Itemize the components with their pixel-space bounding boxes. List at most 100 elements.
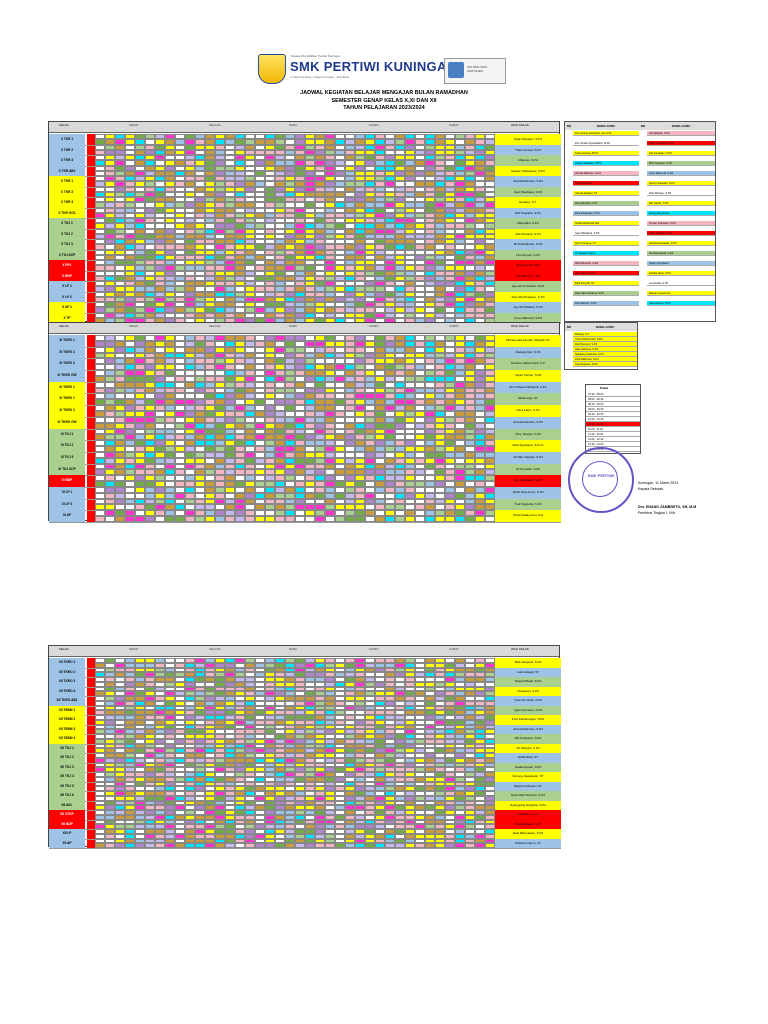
schedule-cells — [95, 291, 495, 302]
period-bottom-cell — [245, 843, 255, 848]
period-top-cell — [155, 144, 165, 150]
schedule-cells — [95, 270, 495, 281]
period-top-cell — [355, 155, 365, 161]
class-name-cell: XII TBSM 3 — [49, 724, 85, 734]
period-bottom-cell — [175, 139, 185, 145]
teacher-row-right: Budi Setiyanti, S.Pd — [647, 161, 715, 166]
period-bottom-cell — [205, 160, 215, 166]
header-day-jumat: JUMAT — [449, 324, 459, 328]
header-day-kamis: KAMIS — [369, 324, 379, 328]
schedule-cells — [95, 734, 495, 744]
period-bottom-cell — [375, 160, 385, 166]
period-bottom-cell — [225, 516, 235, 522]
period-top-cell — [295, 144, 305, 150]
period-top-cell — [235, 155, 245, 161]
period-top-cell — [255, 155, 265, 161]
period-top-cell — [485, 155, 495, 161]
period-bottom-cell — [485, 516, 495, 522]
period-bottom-cell — [95, 160, 105, 166]
schedule-cells — [95, 370, 495, 382]
schedule-cells — [95, 753, 495, 763]
period-bottom-cell — [235, 843, 245, 848]
period-top-cell — [95, 165, 105, 171]
period-bottom-cell — [275, 843, 285, 848]
period-bottom-cell — [445, 160, 455, 166]
period-bottom-cell — [185, 843, 195, 848]
period-top-cell — [325, 134, 335, 140]
iso-certification-badge: ISO 9001:2015 CERTIFIED — [444, 58, 506, 84]
title-line-3: TAHUN PELAJARAN 2023/2024 — [343, 105, 425, 111]
period-top-cell — [105, 165, 115, 171]
header-wali-kelas: WALI KELAS — [511, 647, 529, 651]
period-bottom-cell — [355, 139, 365, 145]
schedule-cells — [95, 260, 495, 271]
homeroom-teacher-cell: Pupat Pribadi, S.Pd — [495, 677, 561, 687]
period-bottom-cell — [395, 516, 405, 522]
period-top-cell — [235, 134, 245, 140]
period-bottom-cell — [265, 139, 275, 145]
period-top-cell — [155, 155, 165, 161]
period-bottom-cell — [475, 843, 485, 848]
homeroom-teacher-cell: Mif Andiyama, S.Pd — [495, 734, 561, 744]
period-top-cell — [215, 155, 225, 161]
period-top-cell — [425, 155, 435, 161]
period-bottom-cell — [265, 160, 275, 166]
period-bottom-cell — [385, 843, 395, 848]
period-bottom-cell — [105, 149, 115, 155]
period-top-cell — [305, 134, 315, 140]
period-top-cell — [275, 155, 285, 161]
teacher-row-left: Drs. Ruslan Syahrabadi, M.Pd — [573, 141, 639, 146]
time-slot-table: Pukul 07.30 - 08.00 08.00 - 08.30 08.30 - 0… — [585, 384, 641, 454]
period-bottom-cell — [225, 160, 235, 166]
period-bottom-cell — [435, 160, 445, 166]
teacher-row-right: Galih Prakasa, S.Pd — [647, 231, 715, 236]
class-name-cell: XII TKRO 2 — [49, 667, 85, 677]
homeroom-teacher-cell: Derachi, Abdul Gholi, S.P — [495, 358, 561, 371]
teacher-head-no: NO — [565, 122, 573, 130]
period-top-cell — [245, 155, 255, 161]
teacher-row-left: Elsa Padangan, S.Pd — [573, 211, 639, 216]
class-name-cell: X TKJ 3 — [49, 239, 85, 250]
teacher-row-right: Edi Yatniar, S.Pd — [647, 201, 715, 206]
period-bottom-cell — [235, 149, 245, 155]
period-bottom-cell — [455, 149, 465, 155]
period-top-cell — [95, 155, 105, 161]
homeroom-teacher-cell: Shaldi Kuntjoro, ST — [495, 838, 561, 848]
period-bottom-cell — [385, 160, 395, 166]
period-bottom-cell — [105, 139, 115, 145]
header-day-rabu: RABU — [289, 647, 298, 651]
period-bottom-cell — [185, 516, 195, 522]
period-bottom-cell — [415, 516, 425, 522]
period-top-cell — [355, 144, 365, 150]
period-bottom-cell — [355, 843, 365, 848]
foundation-name: Yayasan Pendidikan Pertiwi Kuningan — [290, 54, 341, 58]
period-top-cell — [295, 155, 305, 161]
period-top-cell — [415, 155, 425, 161]
class-name-cell: XII TKRO 1 — [49, 658, 85, 668]
homeroom-teacher-cell: Hilmi Fauzi, S.Pd — [495, 405, 561, 417]
period-bottom-cell — [95, 139, 105, 145]
period-bottom-cell — [195, 149, 205, 155]
schedule-cells — [95, 416, 495, 429]
period-top-cell — [465, 134, 475, 140]
period-bottom-cell — [295, 139, 305, 145]
period-bottom-cell — [105, 516, 115, 522]
period-bottom-cell — [275, 139, 285, 145]
homeroom-teacher-cell: Pajar Mutaqim, S.Pd — [495, 134, 561, 145]
grid-header: KELAS SENIN SELASA RABU KAMIS JUMAT WALI KELAS — [49, 646, 559, 657]
period-top-cell — [125, 155, 135, 161]
class-name-cell: XI TKRO 2 — [49, 393, 85, 406]
period-bottom-cell — [135, 149, 145, 155]
period-bottom-cell — [145, 843, 155, 848]
schedule-cells — [95, 155, 495, 166]
period-bottom-cell — [195, 843, 205, 848]
header-day-senin: SENIN — [129, 324, 139, 328]
period-top-cell — [375, 144, 385, 150]
period-top-cell — [285, 134, 295, 140]
table-row: X TKR 1 Pajar Mutaqim, S.Pd — [49, 134, 561, 146]
header-day-selasa: SELASA — [209, 123, 221, 127]
schedule-cells — [95, 510, 495, 522]
period-bottom-cell — [405, 843, 415, 848]
period-top-cell — [305, 155, 315, 161]
period-bottom-cell — [325, 516, 335, 522]
